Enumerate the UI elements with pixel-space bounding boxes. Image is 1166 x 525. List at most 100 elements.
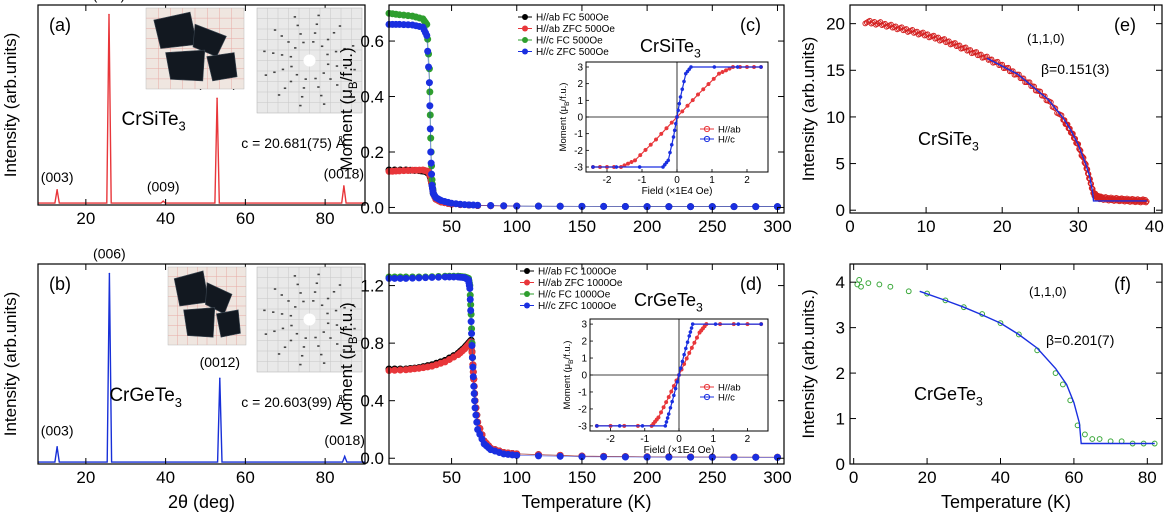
inset-data-point	[640, 424, 645, 428]
legend-marker	[524, 279, 530, 286]
inset-data-point	[668, 150, 672, 155]
data-point	[946, 38, 952, 44]
inset-data-point	[687, 350, 692, 355]
y-tick-label: 0.8	[360, 334, 384, 353]
inset-y-tick-label: -2	[578, 404, 587, 415]
laue-spot	[294, 47, 297, 49]
laue-spot	[302, 41, 305, 44]
xrd-peak	[56, 446, 58, 448]
inset-data-point	[689, 345, 694, 350]
laue-spot	[299, 33, 302, 35]
laue-spot	[344, 326, 347, 328]
plot-frame	[37, 263, 366, 465]
laue-spot	[317, 86, 320, 88]
inset-data-point	[677, 373, 681, 377]
laue-spot	[351, 45, 355, 47]
inset-data-point	[680, 359, 685, 364]
laue-spot	[302, 346, 306, 348]
data-point	[687, 453, 695, 461]
laue-spot	[272, 52, 275, 54]
laue-spot	[335, 324, 339, 326]
x-tick-label: 40	[991, 468, 1010, 487]
inset-data-point	[656, 415, 661, 420]
inset-data-point	[614, 165, 619, 169]
panel-e: 0 10 20 30 40 0 5 10 15 20 Intensity (arb.units) (e…	[799, 4, 1164, 236]
laue-spot	[317, 345, 320, 347]
data-point	[469, 373, 477, 381]
inset-data-point	[711, 76, 716, 81]
y-tick-label: 5	[836, 155, 845, 174]
data-point	[621, 203, 629, 211]
data-point	[960, 304, 967, 311]
laue-spot	[320, 45, 324, 48]
legend-marker	[522, 25, 528, 32]
data-point	[952, 40, 958, 46]
y-tick-label: 0.4	[360, 392, 384, 411]
data-point	[534, 452, 542, 460]
laue-spot	[326, 53, 329, 56]
laue-spot	[342, 90, 346, 92]
xrd-peak	[219, 377, 221, 380]
laue-spot	[334, 50, 338, 53]
laue-spot	[293, 275, 297, 277]
inset-data-point	[759, 322, 764, 326]
laue-spot	[351, 304, 355, 306]
laue-spot	[295, 73, 299, 76]
laue-spot	[296, 283, 299, 286]
laue-spot	[317, 273, 320, 276]
inset-x-tick-label: -2	[603, 175, 612, 186]
y-tick-label: 0.0	[360, 198, 384, 217]
laue-spot	[314, 77, 317, 80]
data-point	[474, 201, 482, 209]
y-tick-label: 15	[826, 61, 845, 80]
data-point	[427, 159, 435, 167]
laue-spot	[314, 336, 317, 339]
data-point	[408, 274, 416, 282]
x-tick-label: 250	[698, 468, 726, 487]
data-point	[472, 411, 480, 419]
inset-legend-marker	[703, 383, 711, 391]
peak-label: (0018)	[324, 165, 364, 181]
inset-data-point	[688, 330, 693, 334]
data-point	[425, 63, 433, 71]
inset-data-point	[694, 335, 700, 340]
inset-data-point	[666, 158, 671, 163]
panel-f: 0 20 40 60 80 0 1 2 3 4 Intensity (arb.units.) Temp…	[799, 263, 1163, 512]
laue-spot	[289, 55, 293, 58]
laue-spot	[317, 14, 320, 17]
data-point	[468, 354, 476, 362]
inset-y-tick-label: 2	[581, 337, 587, 348]
x-tick-label: 100	[503, 217, 531, 236]
data-point	[428, 170, 436, 178]
inset-y-tick-label: -1	[578, 387, 587, 398]
inset-data-point	[706, 82, 711, 87]
xrd-peak	[216, 97, 218, 100]
x-tick-label: 50	[442, 468, 461, 487]
data-point	[469, 363, 477, 371]
x-tick-label: 20	[993, 217, 1012, 236]
data-point	[1082, 431, 1088, 438]
data-point	[997, 320, 1004, 326]
x-tick-label: 300	[763, 217, 791, 236]
inset-data-point	[684, 356, 689, 361]
y-tick-label: 4	[836, 273, 845, 292]
xrd-peak	[56, 188, 58, 191]
data-point	[428, 273, 436, 281]
inset-y-tick-label: -3	[578, 421, 587, 432]
laue-spot	[313, 32, 317, 34]
plot-frame	[849, 4, 1163, 214]
data-point	[426, 102, 434, 110]
inset-data-point	[653, 137, 659, 142]
inset-x-axis-label: Field (×1E4 Oe)	[644, 445, 715, 456]
x-tick-label: 150	[568, 468, 596, 487]
laue-spot	[273, 288, 277, 290]
laue-spot	[300, 354, 304, 357]
inset-data-point	[687, 334, 692, 338]
x-tick-label: 80	[316, 209, 335, 228]
laue-spot	[280, 294, 283, 296]
laue-spot	[280, 313, 284, 315]
inset-y-tick-label: 1	[577, 96, 583, 107]
laue-spot	[280, 35, 283, 37]
laue-spot	[287, 41, 290, 43]
y-tick-label: 0.4	[360, 87, 384, 106]
